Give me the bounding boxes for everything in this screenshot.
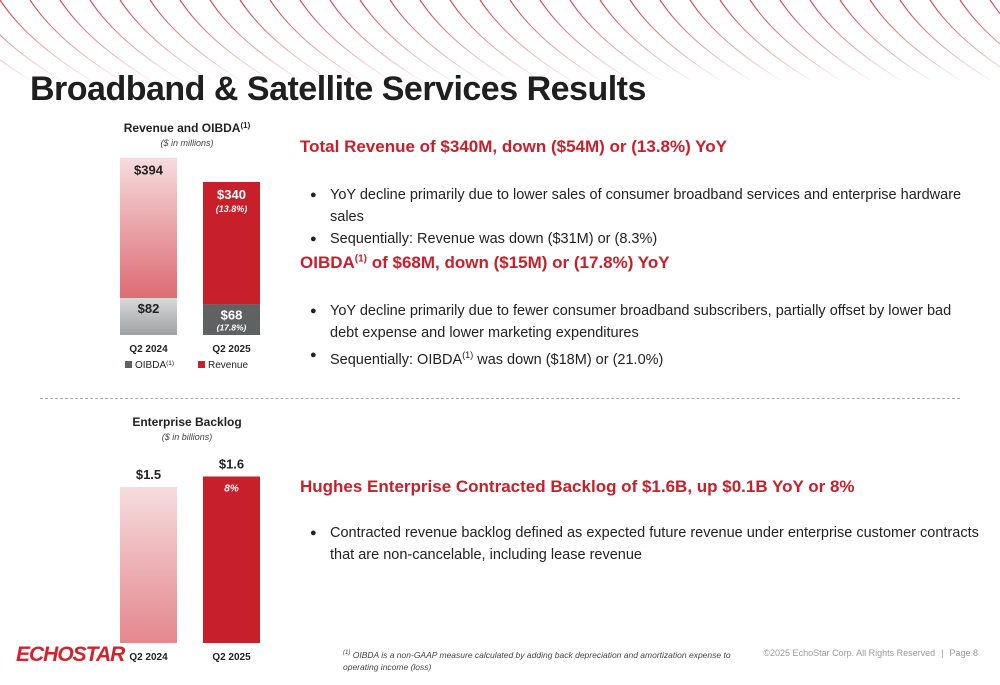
backlog-value-label: $1.6 — [219, 456, 244, 471]
chart-subtitle: ($ in millions) — [160, 138, 213, 148]
oibda-headline-rest: of $68M, down ($15M) or (17.8%) YoY — [367, 253, 670, 272]
decorative-stripe — [899, 0, 991, 80]
oibda-bar — [120, 298, 177, 335]
list-item: YoY decline primarily due to fewer consu… — [310, 300, 980, 344]
decorative-stripe — [59, 0, 151, 80]
decorative-stripe — [539, 0, 631, 80]
legend-swatch-oibda — [125, 361, 132, 368]
x-tick-label: Q2 2024 — [129, 652, 168, 663]
oibda-value-label: $82 — [138, 301, 160, 316]
page-title: Broadband & Satellite Services Results — [30, 70, 646, 108]
decorative-stripe — [329, 0, 421, 80]
list-item: Sequentially: OIBDA(1) was down ($18M) o… — [310, 344, 980, 371]
revenue-bar — [120, 157, 177, 299]
oibda-bullets: YoY decline primarily due to fewer consu… — [310, 300, 980, 371]
decorative-stripe — [0, 0, 91, 80]
backlog-bullets: Contracted revenue backlog defined as ex… — [310, 522, 980, 566]
decorative-stripe — [479, 0, 571, 80]
decorative-stripe — [839, 0, 931, 80]
echostar-logo: ECHOSTAR — [16, 643, 125, 666]
footnote: (1) OIBDA is a non-GAAP measure calculat… — [343, 647, 743, 673]
decorative-stripe — [629, 0, 721, 80]
copyright: ©2025 EchoStar Corp. All Rights Reserved… — [763, 648, 978, 658]
revenue-bar — [203, 182, 260, 305]
decorative-stripe — [869, 0, 961, 80]
chart-title: Enterprise Backlog — [132, 415, 241, 429]
backlog-change-label: 8% — [224, 483, 239, 494]
oibda-change-label: (17.8%) — [217, 322, 247, 332]
decorative-stripe — [359, 0, 451, 80]
decorative-stripe — [0, 59, 31, 80]
separator: | — [941, 648, 944, 658]
decorative-stripe — [419, 0, 511, 80]
decorative-stripe — [269, 0, 361, 80]
enterprise-backlog-chart-svg: Enterprise Backlog ($ in billions) $1.5 Q2 … — [120, 415, 260, 663]
legend-label-oibda: OIBDA(1) — [135, 360, 174, 371]
revenue-oibda-chart: Revenue and OIBDA(1) ($ in millions) $394 $… — [95, 118, 280, 378]
revenue-value-label: $394 — [134, 163, 164, 178]
oibda-value-label: $68 — [221, 307, 243, 322]
section-divider — [40, 398, 960, 399]
revenue-value-label: $340 — [217, 187, 246, 202]
revenue-headline: Total Revenue of $340M, down ($54M) or (… — [300, 137, 727, 156]
decorative-stripe — [449, 0, 541, 80]
decorative-stripe — [509, 0, 601, 80]
copyright-text: ©2025 EchoStar Corp. All Rights Reserved — [763, 648, 936, 658]
decorative-stripe — [299, 0, 391, 80]
list-item: Contracted revenue backlog defined as ex… — [310, 522, 980, 566]
footnote-marker: (1) — [166, 360, 174, 367]
backlog-headline: Hughes Enterprise Contracted Backlog of … — [300, 477, 855, 496]
bullet-rest: was down ($18M) or (21.0%) — [473, 351, 664, 368]
decorative-stripe — [749, 0, 841, 80]
page-number: Page 8 — [949, 648, 978, 658]
decorative-stripe — [689, 0, 781, 80]
legend-swatch-revenue — [198, 361, 205, 368]
footnote-marker: (1) — [354, 253, 368, 265]
backlog-bar — [203, 476, 260, 643]
decorative-stripe — [29, 0, 121, 80]
decorative-stripe — [239, 0, 331, 80]
bullet-prefix: Sequentially: OIBDA — [330, 351, 463, 368]
decorative-stripe — [809, 0, 901, 80]
decorative-stripe — [209, 0, 301, 80]
enterprise-backlog-chart: Enterprise Backlog ($ in billions) $1.5 Q2 … — [95, 412, 280, 672]
footnote-text: OIBDA is a non-GAAP measure calculated b… — [343, 649, 731, 672]
decorative-stripe — [659, 0, 751, 80]
decorative-stripe — [89, 0, 181, 80]
revenue-change-label: (13.8%) — [216, 204, 248, 214]
chart-title: Revenue and OIBDA(1) — [124, 121, 251, 135]
decorative-stripe — [569, 0, 661, 80]
x-tick-label: Q2 2024 — [129, 344, 168, 355]
chart-subtitle: ($ in billions) — [162, 432, 213, 442]
backlog-value-label: $1.5 — [136, 467, 161, 482]
decorative-stripe — [179, 0, 271, 80]
footnote-marker: (1) — [240, 121, 250, 130]
decorative-stripe — [599, 0, 691, 80]
list-item: YoY decline primarily due to lower sales… — [310, 184, 980, 228]
decorative-stripe — [0, 34, 61, 80]
decorative-stripe — [119, 0, 211, 80]
x-tick-label: Q2 2025 — [212, 652, 251, 663]
oibda-headline: OIBDA(1) of $68M, down ($15M) or (17.8%)… — [300, 253, 670, 273]
legend-label-revenue: Revenue — [208, 360, 248, 371]
decorative-stripe — [389, 0, 481, 80]
decorative-stripes — [0, 0, 1000, 80]
oibda-headline-prefix: OIBDA — [300, 253, 355, 272]
backlog-bar — [120, 486, 177, 643]
decorative-stripe — [989, 0, 1000, 15]
x-tick-label: Q2 2025 — [212, 344, 251, 355]
decorative-stripe — [929, 0, 1000, 68]
footnote-marker: (1) — [462, 350, 474, 360]
decorative-stripe — [959, 0, 1000, 45]
decorative-stripe — [779, 0, 871, 80]
footnote-marker: (1) — [343, 650, 351, 656]
decorative-stripe — [149, 0, 241, 80]
revenue-oibda-chart-svg: Revenue and OIBDA(1) ($ in millions) $394 $… — [120, 121, 260, 371]
decorative-stripe — [719, 0, 811, 80]
revenue-bullets: YoY decline primarily due to lower sales… — [310, 184, 980, 250]
list-item: Sequentially: Revenue was down ($31M) or… — [310, 228, 980, 250]
oibda-bar — [203, 304, 260, 335]
